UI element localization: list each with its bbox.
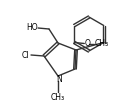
Text: CH₃: CH₃ bbox=[94, 39, 108, 48]
Text: O: O bbox=[84, 39, 90, 48]
Text: HO: HO bbox=[26, 24, 38, 33]
Text: CH₃: CH₃ bbox=[51, 93, 65, 102]
Text: N: N bbox=[56, 75, 62, 84]
Text: Cl: Cl bbox=[21, 50, 29, 59]
